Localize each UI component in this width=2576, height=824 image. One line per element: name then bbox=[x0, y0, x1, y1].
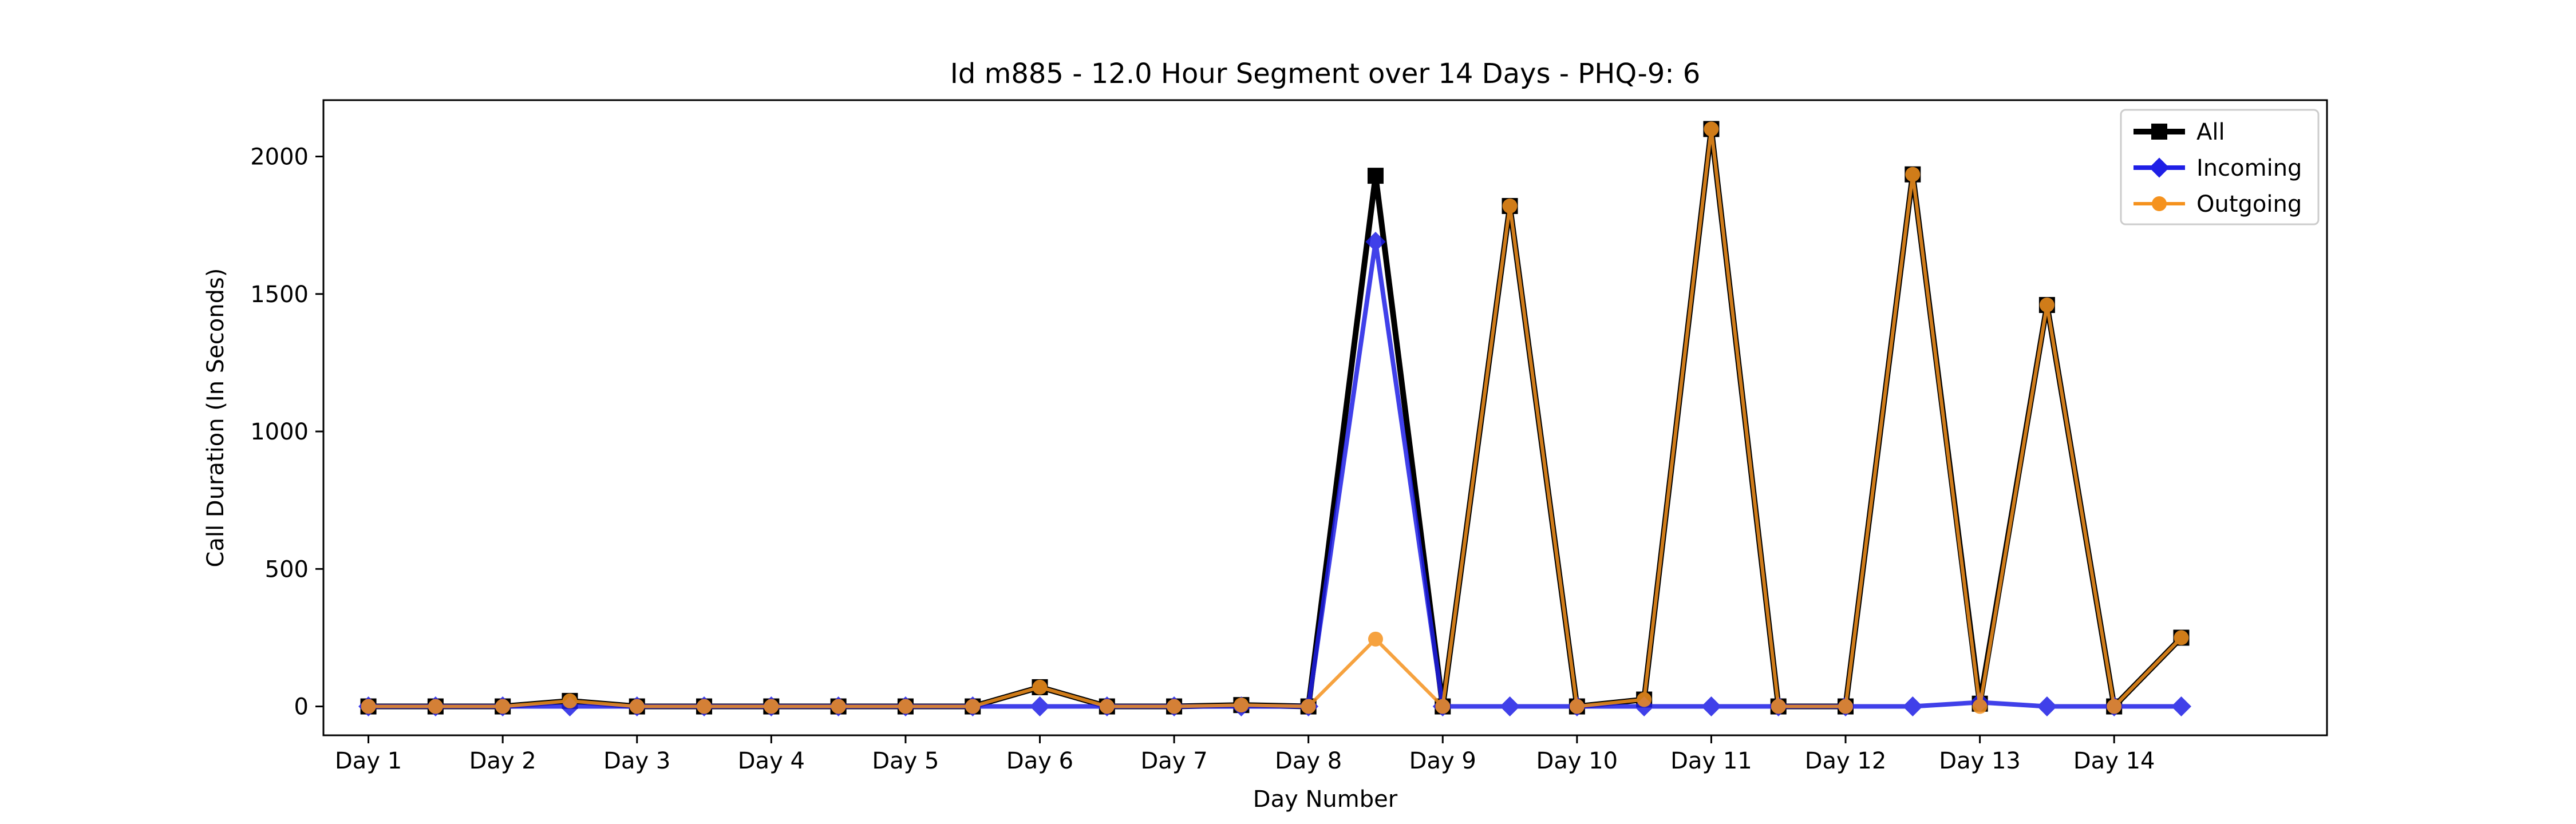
data-point bbox=[361, 699, 376, 714]
data-point bbox=[1030, 696, 1050, 717]
y-tick-label: 2000 bbox=[250, 144, 309, 171]
x-tick-label: Day 7 bbox=[1141, 748, 1208, 774]
data-point bbox=[629, 699, 645, 714]
x-tick-label: Day 3 bbox=[603, 748, 670, 774]
series-line bbox=[368, 126, 2184, 710]
data-point bbox=[965, 699, 981, 714]
series-line bbox=[368, 127, 2183, 708]
data-point bbox=[2171, 696, 2191, 717]
series-outgoing bbox=[361, 121, 2189, 714]
data-point bbox=[1502, 199, 1518, 213]
data-point bbox=[2039, 297, 2055, 312]
data-point bbox=[1500, 696, 1520, 717]
data-point bbox=[1367, 168, 1384, 184]
data-point bbox=[2107, 699, 2122, 714]
data-point bbox=[1167, 699, 1182, 714]
legend-item: Incoming bbox=[2134, 155, 2302, 181]
data-point bbox=[1637, 692, 1652, 707]
x-tick-label: Day 1 bbox=[335, 748, 402, 774]
data-point bbox=[1234, 698, 1249, 713]
y-tick-label: 1000 bbox=[250, 419, 309, 445]
data-point bbox=[428, 699, 443, 714]
legend-label: Outgoing bbox=[2196, 191, 2302, 217]
data-point bbox=[1704, 121, 1719, 137]
legend-item: Outgoing bbox=[2134, 191, 2302, 217]
data-point bbox=[1771, 699, 1786, 714]
data-point bbox=[1972, 699, 1988, 714]
data-point bbox=[1701, 696, 1721, 717]
plot-frame bbox=[322, 99, 2328, 736]
x-tick-label: Day 8 bbox=[1275, 748, 1342, 774]
data-point bbox=[2037, 696, 2057, 717]
x-tick-label: Day 14 bbox=[2073, 748, 2155, 774]
y-axis: 0 500 1000 1500 2000 bbox=[250, 144, 323, 720]
data-point bbox=[1435, 699, 1451, 714]
x-tick-label: Day 9 bbox=[1409, 748, 1476, 774]
x-tick-label: Day 4 bbox=[738, 748, 805, 774]
chart-title: Id m885 - 12.0 Hour Segment over 14 Days… bbox=[950, 58, 1701, 90]
x-tick-label: Day 6 bbox=[1006, 748, 1073, 774]
data-point bbox=[1838, 699, 1854, 714]
data-point bbox=[1368, 631, 1383, 647]
x-tick-label: Day 13 bbox=[1939, 748, 2021, 774]
series-all bbox=[360, 121, 2190, 715]
data-point bbox=[1902, 696, 1923, 717]
x-tick-label: Day 2 bbox=[469, 748, 536, 774]
series-line bbox=[368, 239, 2182, 709]
x-tick-label: Day 10 bbox=[1536, 748, 1618, 774]
data-point bbox=[1569, 699, 1585, 714]
data-point bbox=[1099, 699, 1115, 714]
y-tick-label: 0 bbox=[294, 694, 309, 720]
data-point bbox=[2174, 630, 2189, 645]
y-tick-label: 500 bbox=[265, 556, 309, 583]
data-point bbox=[1301, 699, 1316, 714]
data-point bbox=[831, 699, 846, 714]
legend-label: All bbox=[2196, 119, 2225, 145]
x-tick-label: Day 12 bbox=[1805, 748, 1887, 774]
data-point bbox=[2152, 196, 2167, 211]
legend-label: Incoming bbox=[2196, 155, 2302, 181]
data-point bbox=[898, 699, 913, 714]
data-point bbox=[495, 699, 511, 714]
data-point bbox=[1905, 167, 1921, 182]
data-point bbox=[764, 699, 779, 714]
x-axis-title: Day Number bbox=[1253, 786, 1398, 813]
legend-item: All bbox=[2134, 119, 2225, 145]
series-incoming bbox=[358, 231, 2191, 717]
y-axis-title: Call Duration (In Seconds) bbox=[203, 268, 229, 568]
data-point bbox=[562, 693, 578, 708]
data-point bbox=[1365, 231, 1386, 252]
data-point bbox=[1032, 679, 1048, 695]
data-point bbox=[697, 699, 712, 714]
data-point bbox=[2151, 124, 2167, 140]
series-layer bbox=[358, 121, 2191, 717]
data-point bbox=[2149, 157, 2170, 178]
y-tick-label: 1500 bbox=[250, 282, 309, 308]
legend: All Incoming Outgoing bbox=[2120, 109, 2320, 225]
x-tick-label: Day 5 bbox=[872, 748, 939, 774]
x-axis: Day 1 Day 2 Day 3 Day 4 Day 5 Day 6 Day 7 Day 8… bbox=[335, 735, 2155, 774]
legend-box bbox=[2120, 109, 2320, 225]
x-tick-label: Day 11 bbox=[1670, 748, 1752, 774]
